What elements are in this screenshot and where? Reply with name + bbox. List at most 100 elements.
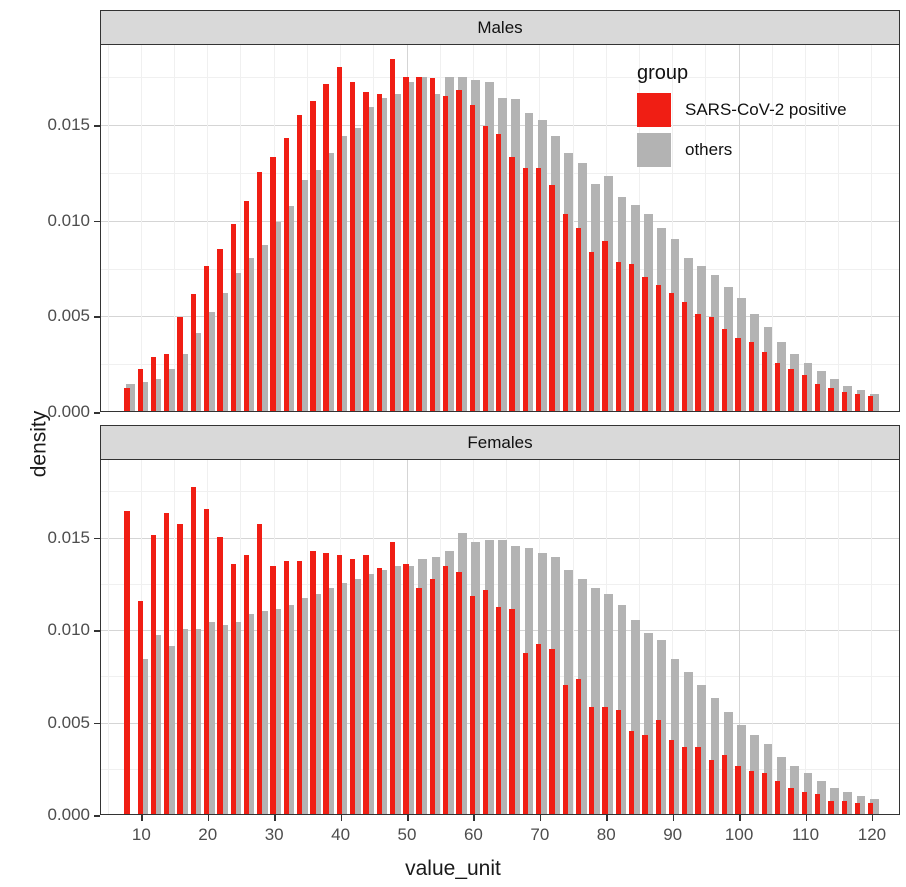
bar-sars-cov-2-positive xyxy=(137,368,143,411)
bar-sars-cov-2-positive xyxy=(775,363,781,411)
gridline-v-minor xyxy=(672,45,674,411)
gridline-v-minor xyxy=(805,460,807,814)
bar-sars-cov-2-positive xyxy=(735,765,741,814)
legend-item-others[interactable]: others xyxy=(637,133,847,167)
bar-others xyxy=(391,566,401,814)
bar-sars-cov-2-positive xyxy=(177,317,183,411)
bar-sars-cov-2-positive xyxy=(416,76,422,411)
bar-others xyxy=(272,608,281,814)
gridline-v-minor xyxy=(805,45,807,411)
bar-sars-cov-2-positive xyxy=(801,374,807,411)
bar-others xyxy=(139,658,149,814)
bar-others xyxy=(830,378,839,411)
bar-sars-cov-2-positive xyxy=(868,395,874,411)
legend-swatch-others xyxy=(637,133,671,167)
bar-others xyxy=(710,697,720,814)
bar-sars-cov-2-positive xyxy=(642,734,648,814)
bar-others xyxy=(577,162,587,411)
bar-others xyxy=(604,175,614,411)
y-tick-mark xyxy=(94,316,100,318)
bar-sars-cov-2-positive xyxy=(708,760,715,814)
y-tick-label: 0.000 xyxy=(47,805,90,824)
bars-males xyxy=(101,45,899,411)
x-axis-title: value_unit xyxy=(405,857,501,880)
bar-others xyxy=(856,795,866,814)
bar-others xyxy=(312,170,321,411)
bar-others xyxy=(657,227,667,411)
x-tick-mark xyxy=(672,815,675,821)
panel-males xyxy=(100,45,900,412)
bar-others xyxy=(152,378,162,411)
gridline-h-minor xyxy=(101,491,899,493)
y-tick-mark xyxy=(94,630,100,632)
legend-item-positive[interactable]: SARS-CoV-2 positive xyxy=(637,93,847,127)
bar-others xyxy=(790,765,800,814)
legend: group SARS-CoV-2 positive others xyxy=(637,62,847,173)
bar-sars-cov-2-positive xyxy=(443,566,449,814)
y-tick-label: 0.000 xyxy=(47,402,90,421)
bar-sars-cov-2-positive xyxy=(868,802,874,814)
bar-sars-cov-2-positive xyxy=(735,338,741,411)
bar-others xyxy=(551,557,560,814)
bar-others xyxy=(750,734,760,814)
bar-others xyxy=(245,614,255,814)
bar-others xyxy=(564,152,574,411)
bar-others xyxy=(325,588,335,814)
bar-sars-cov-2-positive xyxy=(217,536,223,814)
x-tick-label: 30 xyxy=(264,825,284,844)
x-tick-mark xyxy=(274,815,276,821)
x-tick-label: 80 xyxy=(596,825,616,844)
bar-sars-cov-2-positive xyxy=(708,317,715,411)
bar-others xyxy=(298,597,308,814)
bar-sars-cov-2-positive xyxy=(363,91,369,411)
bar-sars-cov-2-positive xyxy=(296,560,303,814)
x-tick-label: 40 xyxy=(331,825,351,844)
bar-others xyxy=(657,640,667,814)
facet-males: Males xyxy=(100,10,900,412)
bar-others xyxy=(763,743,773,814)
bar-others xyxy=(816,780,826,814)
bar-others xyxy=(258,610,268,814)
bar-sars-cov-2-positive xyxy=(350,558,356,814)
gridline-v-minor xyxy=(672,460,674,814)
facet-strip-label-males: Males xyxy=(477,17,523,37)
bar-others xyxy=(498,97,507,411)
facet-strip-label-females: Females xyxy=(467,432,533,452)
bar-sars-cov-2-positive xyxy=(389,59,396,411)
y-tick-mark xyxy=(94,125,100,127)
bar-others xyxy=(418,76,428,411)
bar-others xyxy=(750,313,760,411)
bar-others xyxy=(165,368,175,411)
bar-sars-cov-2-positive xyxy=(575,679,582,814)
x-tick-label: 20 xyxy=(198,825,218,844)
bar-sars-cov-2-positive xyxy=(469,105,475,411)
bar-others xyxy=(205,621,215,814)
bar-sars-cov-2-positive xyxy=(177,523,183,814)
x-tick-mark xyxy=(207,815,210,821)
bar-sars-cov-2-positive xyxy=(416,588,422,814)
bar-others xyxy=(431,557,441,814)
bar-others xyxy=(444,551,454,814)
bar-sars-cov-2-positive xyxy=(482,590,489,814)
bar-others xyxy=(524,547,534,814)
bar-sars-cov-2-positive xyxy=(376,568,382,814)
bar-others xyxy=(737,725,746,814)
bar-sars-cov-2-positive xyxy=(257,523,263,814)
bar-others xyxy=(258,244,268,411)
bar-sars-cov-2-positive xyxy=(695,313,701,411)
bar-sars-cov-2-positive xyxy=(589,252,595,411)
bar-others xyxy=(165,645,175,814)
gridline-v-minor xyxy=(174,45,176,411)
bar-sars-cov-2-positive xyxy=(323,553,329,814)
bar-others xyxy=(564,569,574,814)
bar-others xyxy=(737,298,746,411)
bar-sars-cov-2-positive xyxy=(310,101,316,411)
bar-others xyxy=(484,82,494,411)
bars-females xyxy=(101,460,899,814)
bar-others xyxy=(617,196,627,411)
x-tick-label: 90 xyxy=(663,825,683,844)
bar-others xyxy=(630,619,640,814)
bar-others xyxy=(537,120,547,411)
bar-others xyxy=(285,206,295,411)
